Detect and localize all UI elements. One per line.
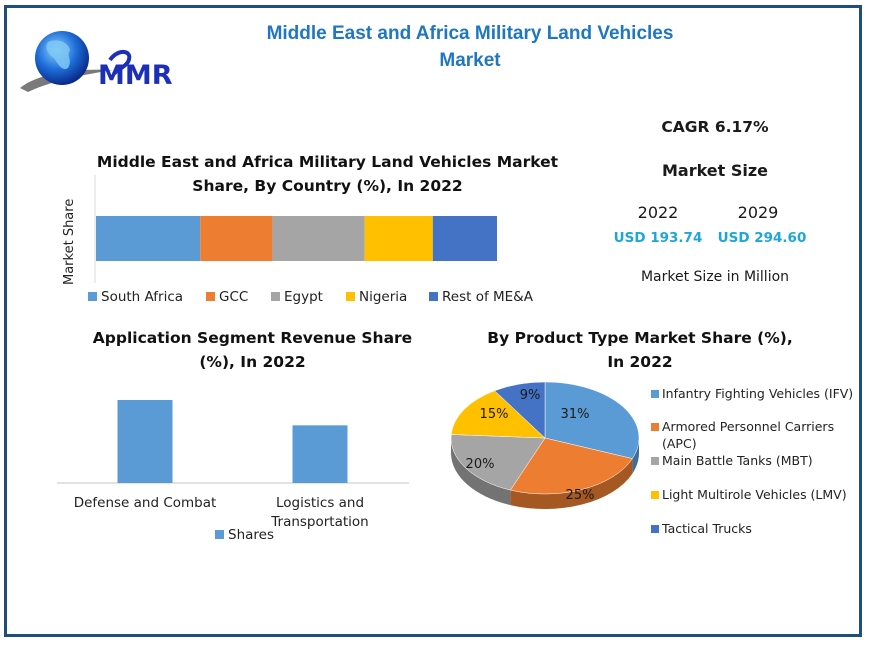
pie-slice-infantry-fighting-vehicles-ifv [544,381,640,459]
legend-label: (APC) [662,436,697,451]
legend-swatch [346,292,355,301]
legend-label: Nigeria [359,289,408,305]
application-chart-title-line2: (%), In 2022 [199,353,306,371]
product-share-pie: 31% 25% 20% 15% 9% [450,381,640,509]
pie-legend-item-armored-personnel-carriers-apc: Armored Personnel Carriers (APC) [651,418,834,452]
pie-label-light-multirole-vehicles-lmv: 15% [480,407,509,422]
product-chart-title-line2: In 2022 [607,353,673,371]
market-size-unit-note: Market Size in Million [640,269,790,285]
year-2029: 2029 [737,203,779,222]
logo-text: MMR [98,60,173,91]
legend-label: Egypt [284,289,323,305]
bar-logistics-and-transportation [292,425,348,483]
market-value-2029: USD 294.60 [717,230,807,246]
legend-swatch [88,292,97,301]
legend-item-gcc: GCC [206,289,248,305]
legend-label: Main Battle Tanks (MBT) [662,453,813,468]
application-chart-title-line1: Application Segment Revenue Share [92,329,413,347]
pie-label-infantry-fighting-vehicles-ifv: 31% [561,407,590,422]
bar-segment-rest-of-me-a [432,216,497,261]
legend-swatch [215,530,224,539]
year-2022: 2022 [637,203,679,222]
legend-label: Light Multirole Vehicles (LMV) [662,487,847,502]
market-value-2022: USD 193.74 [613,230,703,246]
pie-slice-tactical-trucks [494,381,546,439]
legend-label: South Africa [101,289,184,305]
pie-side-infantry-fighting-vehicles-ifv [632,438,639,474]
legend-label: Armored Personnel Carriers [662,419,835,434]
page-title-line2: Market [439,50,501,71]
pie-label-armored-personnel-carriers-apc: 25% [566,488,595,503]
application-chart-title: Application Segment Revenue Share (%), I… [85,326,420,374]
product-chart-title: By Product Type Market Share (%), In 202… [470,326,810,374]
pie-side-armored-personnel-carriers-apc [510,458,633,509]
mmr-logo: MMR [18,28,178,98]
bar-defense-and-combat [117,400,173,483]
legend-swatch [271,292,280,301]
legend-swatch [651,491,659,499]
bar-segment-nigeria [364,216,433,261]
legend-item-rest-of-me-a: Rest of ME&A [429,289,533,305]
legend-label: Shares [228,527,274,543]
legend-label: Rest of ME&A [442,289,533,305]
pie-legend-item-tactical-trucks: Tactical Trucks [651,520,752,537]
country-chart-title: Middle East and Africa Military Land Veh… [75,150,580,198]
bar-segment-gcc [200,216,273,261]
pie-slice-light-multirole-vehicles-lmv [450,390,546,439]
legend-swatch [651,390,659,398]
legend-label: Infantry Fighting Vehicles (IFV) [662,386,854,401]
legend-swatch [651,457,659,465]
application-legend-item: Shares [215,527,274,543]
legend-swatch [651,423,659,431]
application-share-chart [57,400,409,484]
country-chart-y-axis-label: Market Share [62,198,77,285]
country-share-chart [94,175,497,283]
country-chart-title-line2: Share, By Country (%), In 2022 [192,177,463,195]
market-size-heading: Market Size [661,161,769,180]
legend-label: Tactical Trucks [662,521,752,536]
pie-label-tactical-trucks: 9% [520,388,541,403]
legend-swatch [429,292,438,301]
legend-swatch [651,525,659,533]
cagr-label: CAGR 6.17% [661,118,769,136]
infographic-frame [4,5,862,637]
x-tick-logistics-and-transportation: Logistics and Transportation [271,495,369,530]
pie-label-main-battle-tanks-mbt: 20% [466,457,495,472]
pie-legend-item-main-battle-tanks-mbt: Main Battle Tanks (MBT) [651,452,813,469]
pie-legend-item-light-multirole-vehicles-lmv: Light Multirole Vehicles (LMV) [651,486,847,503]
page-title-line1: Middle East and Africa Military Land Veh… [266,23,674,44]
bar-segment-south-africa [96,216,201,261]
legend-item-south-africa: South Africa [88,289,183,305]
legend-item-egypt: Egypt [271,289,323,305]
pie-slice-armored-personnel-carriers-apc [509,437,633,495]
bar-segment-egypt [272,216,365,261]
legend-item-nigeria: Nigeria [346,289,407,305]
pie-legend-item-infantry-fighting-vehicles-ifv: Infantry Fighting Vehicles (IFV) [651,385,853,402]
product-chart-title-line1: By Product Type Market Share (%), [487,329,793,347]
page-title: Middle East and Africa Military Land Veh… [230,20,710,74]
legend-swatch [206,292,215,301]
pie-slice-main-battle-tanks-mbt [450,434,546,491]
x-tick-defense-and-combat: Defense and Combat [73,495,217,511]
globe-icon: MMR [20,31,173,92]
legend-label: GCC [219,289,249,305]
country-chart-title-line1: Middle East and Africa Military Land Veh… [96,153,559,171]
pie-side-main-battle-tanks-mbt [451,438,511,506]
